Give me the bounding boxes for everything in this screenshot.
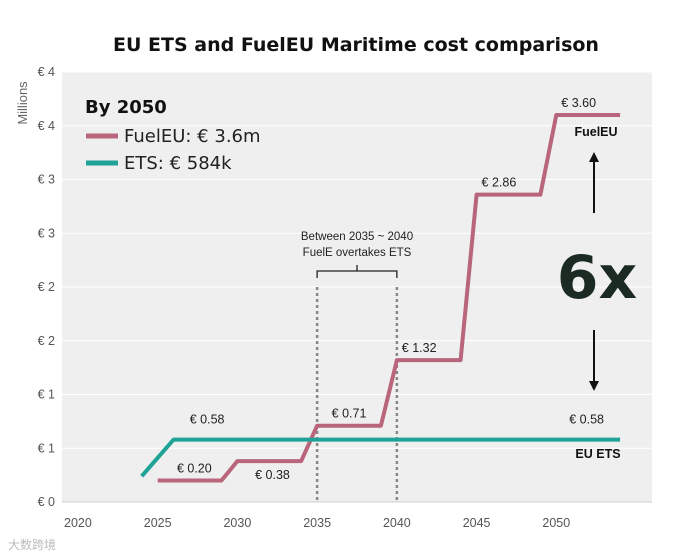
ets-series-label: EU ETS [575,447,620,461]
arrow-down-head [589,381,599,391]
chart-title: EU ETS and FuelEU Maritime cost comparis… [113,34,599,56]
data-label: € 0.58 [569,413,604,427]
multiplier-label: 6x [557,243,637,313]
x-tick-label: 2020 [64,516,92,530]
axis-ticks: € 0 € 1 € 1 € 2 € 2 € 3 € 3 € 4 € 4 2020 2025 2030 2… [38,65,652,530]
multiplier-arrows [589,152,599,391]
arrow-up-head [589,152,599,162]
data-label: € 0.71 [332,407,367,421]
y-tick-label: € 4 [38,119,55,133]
x-tick-label: 2050 [542,516,570,530]
data-label: € 0.38 [255,468,290,482]
legend: By 2050 FuelEU: € 3.6m ETS: € 584k [85,97,261,174]
series-ets-line [140,437,621,478]
overtake-bracket: Between 2035 ~ 2040 FuelE overtakes ETS [301,231,413,502]
y-tick-label: € 2 [38,334,55,348]
y-tick-label: € 4 [38,65,55,79]
series-fueleu-line [157,113,621,483]
x-tick-label: 2040 [383,516,411,530]
watermark: 大数跨境 [8,537,56,552]
fueleu-series-label: FuelEU [574,125,617,139]
data-label: € 3.60 [561,96,596,110]
series-lines [140,113,621,483]
x-tick-label: 2025 [144,516,172,530]
data-label: € 0.20 [177,462,212,476]
bracket-line [316,265,398,278]
data-label: € 1.32 [402,341,437,355]
data-label: € 0.58 [190,413,225,427]
y-axis-label: Millions [15,81,30,125]
data-label: € 2.86 [482,176,517,190]
legend-title: By 2050 [85,97,167,118]
x-tick-label: 2030 [223,516,251,530]
x-tick-label: 2035 [303,516,331,530]
data-labels: € 0.20 € 0.38 € 0.71 € 1.32 € 2.86 € 3.60 € 0.… [177,96,604,482]
y-tick-label: € 2 [38,280,55,294]
y-tick-label: € 1 [38,388,55,402]
x-tick-label: 2045 [463,516,491,530]
bracket-text: FuelE overtakes ETS [303,247,412,259]
legend-entry: ETS: € 584k [124,153,232,174]
y-tick-label: € 0 [38,495,55,509]
legend-entry: FuelEU: € 3.6m [124,126,261,147]
y-tick-label: € 3 [38,173,55,187]
y-tick-label: € 1 [38,441,55,455]
bracket-text: Between 2035 ~ 2040 [301,231,413,243]
y-tick-label: € 3 [38,226,55,240]
